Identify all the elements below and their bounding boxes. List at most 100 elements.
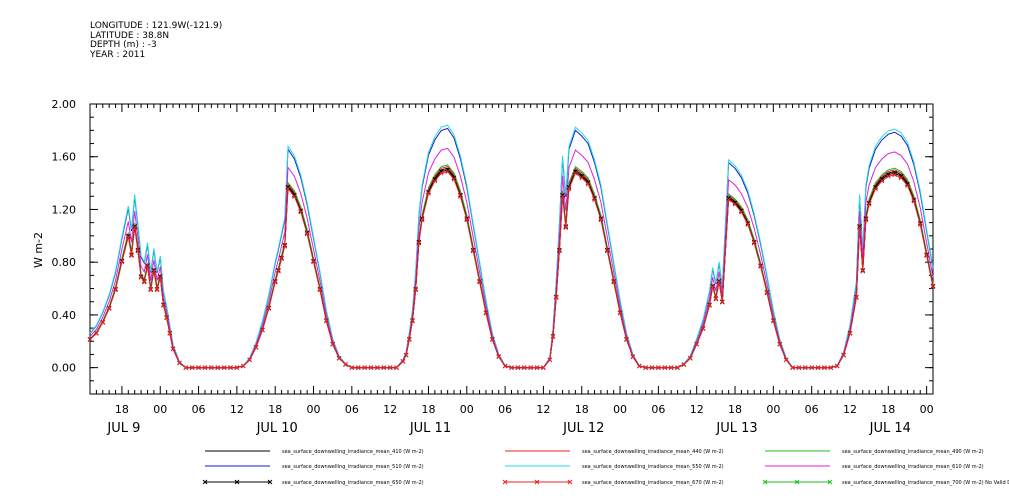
x-marker: [604, 248, 610, 254]
legend-label: sea_surface_downwelling_irradiance_mean_…: [582, 449, 724, 455]
legend-label: sea_surface_downwelling_irradiance_mean_…: [842, 480, 1009, 486]
x-marker: [649, 365, 655, 370]
x-marker: [598, 217, 604, 223]
x-marker: [834, 363, 840, 369]
x-marker: [719, 299, 725, 305]
x-marker: [857, 224, 862, 229]
x-marker: [710, 284, 716, 290]
x-date-label: JUL 9: [106, 421, 140, 436]
series-line: [89, 167, 934, 369]
series-markers: [87, 167, 936, 370]
x-date-label: JUL 10: [256, 421, 298, 436]
x-marker: [885, 173, 891, 179]
x-marker: [477, 279, 482, 285]
series-layer: [87, 124, 936, 370]
x-hour-label: 18: [575, 403, 589, 416]
x-marker: [368, 365, 374, 370]
x-marker: [132, 224, 138, 229]
x-marker: [557, 248, 562, 254]
legend-label: sea_surface_downwelling_irradiance_mean_…: [282, 480, 424, 486]
legend: sea_surface_downwelling_irradiance_mean_…: [202, 449, 1009, 486]
legend-marker: [827, 479, 833, 485]
x-marker: [451, 177, 457, 182]
x-marker: [292, 192, 297, 198]
x-marker: [716, 279, 722, 284]
longitude-text: LONGITUDE : 121.9W(-121.9): [90, 21, 223, 31]
x-marker: [282, 243, 288, 249]
x-marker: [177, 360, 182, 366]
x-marker: [857, 225, 862, 230]
x-marker: [553, 295, 559, 300]
x-hour-label: 18: [115, 403, 129, 416]
x-marker: [509, 365, 514, 370]
x-marker: [898, 175, 904, 181]
x-marker: [917, 222, 923, 227]
legend-marker: [502, 479, 508, 485]
series-line: [89, 124, 934, 369]
x-marker: [272, 279, 278, 285]
x-marker: [924, 253, 929, 258]
x-marker: [132, 225, 138, 230]
x-marker: [208, 365, 214, 370]
x-marker: [464, 217, 470, 223]
x-marker: [700, 326, 706, 332]
x-marker: [515, 365, 521, 370]
x-hour-label: 18: [268, 403, 282, 416]
legend-marker: [534, 479, 540, 485]
x-marker: [905, 181, 910, 187]
latitude-text: LATITUDE : 38.8N: [90, 30, 170, 41]
x-hour-label: 06: [651, 403, 665, 416]
x-marker: [304, 231, 310, 237]
x-marker: [189, 365, 195, 370]
series-line: [89, 171, 934, 369]
x-marker: [822, 365, 827, 370]
x-hour-label: 12: [690, 403, 704, 416]
x-marker: [170, 346, 176, 352]
x-marker: [585, 181, 591, 187]
x-axis: 18 00 06 12 18 00 06 12 18 00 06 12 18 00 06 12 18 00 06 12…: [95, 104, 934, 436]
x-marker: [285, 184, 291, 190]
x-marker: [154, 287, 160, 293]
x-marker: [668, 365, 674, 370]
x-marker: [413, 287, 419, 293]
x-marker: [579, 173, 585, 179]
x-marker: [930, 284, 936, 290]
x-hour-label: 06: [498, 403, 512, 416]
x-marker: [758, 264, 763, 269]
y-tick-label: 1.60: [52, 151, 77, 164]
legend-label: sea_surface_downwelling_irradiance_mean_…: [582, 464, 724, 470]
x-hour-label: 00: [920, 403, 934, 416]
x-marker: [892, 170, 898, 176]
x-marker: [387, 365, 393, 370]
x-marker: [285, 186, 291, 192]
series-line: [89, 164, 934, 369]
legend-label: sea_surface_downwelling_irradiance_mean_…: [842, 449, 984, 455]
x-marker: [675, 365, 680, 370]
x-marker: [426, 191, 431, 196]
x-marker: [547, 357, 553, 363]
x-marker: [403, 352, 409, 358]
x-marker: [125, 233, 131, 239]
x-hour-label: 06: [192, 403, 206, 416]
x-marker: [145, 263, 150, 269]
x-marker: [432, 178, 438, 184]
x-marker: [879, 177, 885, 182]
x-marker: [809, 365, 815, 370]
x-marker: [221, 365, 227, 370]
x-marker: [276, 268, 281, 274]
x-marker: [496, 354, 502, 360]
x-marker: [739, 208, 744, 214]
x-marker: [751, 240, 757, 246]
x-marker: [470, 248, 476, 254]
x-marker: [573, 169, 578, 174]
x-marker: [783, 357, 789, 363]
y-tick-label: 0.80: [52, 256, 77, 269]
x-marker: [550, 334, 556, 339]
x-marker: [106, 306, 112, 311]
x-hour-label: 00: [153, 403, 167, 416]
series-markers: [87, 169, 936, 370]
x-hour-label: 06: [345, 403, 359, 416]
x-marker: [266, 306, 272, 311]
x-marker: [528, 365, 534, 370]
